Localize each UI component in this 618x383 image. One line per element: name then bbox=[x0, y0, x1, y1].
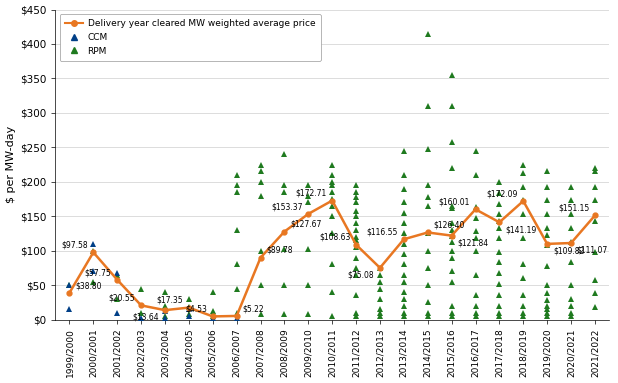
Text: $89.78: $89.78 bbox=[266, 246, 293, 255]
Text: $75.08: $75.08 bbox=[347, 270, 375, 280]
Text: $5.22: $5.22 bbox=[242, 304, 264, 313]
Text: $57.75: $57.75 bbox=[85, 268, 111, 277]
Y-axis label: $ per MW-day: $ per MW-day bbox=[6, 126, 15, 203]
Text: $141.19: $141.19 bbox=[505, 225, 536, 234]
Text: $111.07: $111.07 bbox=[577, 246, 608, 255]
Text: $151.15: $151.15 bbox=[558, 204, 589, 213]
Text: $13.64: $13.64 bbox=[133, 313, 159, 322]
Text: $20.55: $20.55 bbox=[109, 294, 135, 303]
Text: $38.80: $38.80 bbox=[75, 281, 102, 290]
Text: $153.37: $153.37 bbox=[271, 202, 303, 211]
Legend: Delivery year cleared MW weighted average price, CCM, RPM: Delivery year cleared MW weighted averag… bbox=[60, 14, 321, 61]
Text: $108.63: $108.63 bbox=[319, 233, 350, 242]
Text: $121.84: $121.84 bbox=[457, 238, 488, 247]
Text: $126.40: $126.40 bbox=[433, 221, 465, 230]
Text: $127.67: $127.67 bbox=[290, 220, 321, 229]
Text: $4.53: $4.53 bbox=[185, 304, 207, 314]
Text: $17.35: $17.35 bbox=[156, 296, 183, 305]
Text: $116.55: $116.55 bbox=[366, 228, 398, 236]
Text: $160.01: $160.01 bbox=[438, 198, 470, 206]
Text: $109.82: $109.82 bbox=[553, 247, 584, 255]
Text: $172.71: $172.71 bbox=[295, 189, 326, 198]
Text: $97.58: $97.58 bbox=[61, 241, 88, 250]
Text: $172.09: $172.09 bbox=[486, 189, 517, 198]
